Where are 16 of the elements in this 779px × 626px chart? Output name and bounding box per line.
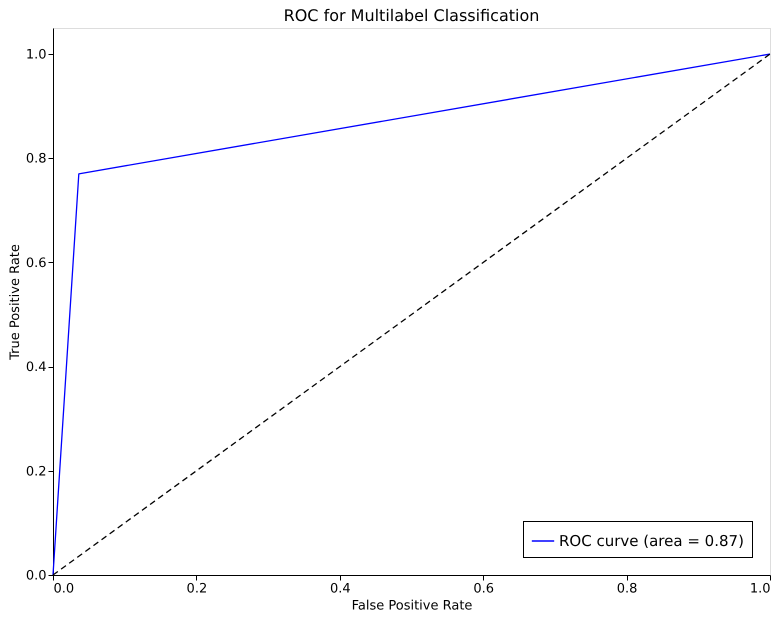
x-axis-title: False Positive Rate — [352, 598, 472, 614]
x-tick-label: 0.0 — [54, 582, 74, 596]
y-tick-label: 0.8 — [26, 152, 46, 167]
x-tick-label: 1.0 — [750, 582, 770, 596]
x-tick-label: 0.2 — [186, 582, 208, 596]
y-tick-label: 0.2 — [26, 464, 46, 480]
y-tick-label: 0.0 — [26, 568, 46, 584]
x-tick-label: 0.8 — [616, 582, 638, 596]
x-tick-label: 0.4 — [330, 582, 351, 596]
y-tick-label: 1.0 — [26, 48, 46, 63]
x-tick-label: 0.6 — [473, 582, 494, 596]
y-axis-title: True Positive Rate — [8, 244, 23, 361]
chart-title: ROC for Multilabel Classification — [284, 6, 540, 25]
y-tick-label: 0.6 — [26, 256, 46, 271]
legend-label: ROC curve (area = 0.87) — [559, 532, 744, 550]
y-tick-label: 0.4 — [26, 360, 46, 376]
